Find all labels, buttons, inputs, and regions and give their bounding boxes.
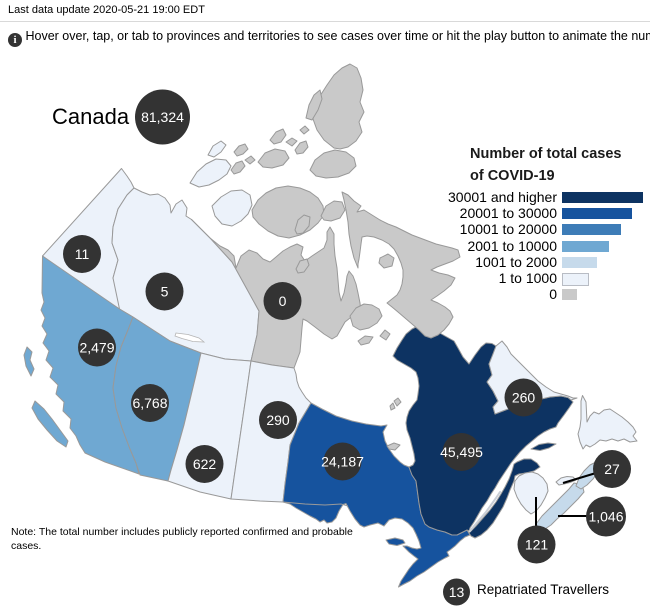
svg-text:27: 27 bbox=[604, 461, 620, 477]
svg-text:6,768: 6,768 bbox=[132, 395, 167, 411]
svg-text:260: 260 bbox=[512, 390, 536, 406]
svg-text:11: 11 bbox=[75, 246, 90, 262]
svg-text:24,187: 24,187 bbox=[321, 454, 364, 470]
svg-text:622: 622 bbox=[193, 456, 217, 472]
svg-text:1,046: 1,046 bbox=[588, 509, 623, 525]
svg-text:2,479: 2,479 bbox=[79, 340, 114, 356]
svg-text:5: 5 bbox=[161, 284, 169, 300]
svg-text:290: 290 bbox=[266, 412, 290, 428]
svg-text:13: 13 bbox=[449, 584, 465, 600]
svg-text:81,324: 81,324 bbox=[141, 109, 184, 125]
svg-text:45,495: 45,495 bbox=[440, 444, 483, 460]
svg-text:121: 121 bbox=[525, 537, 549, 553]
svg-text:0: 0 bbox=[279, 293, 287, 309]
